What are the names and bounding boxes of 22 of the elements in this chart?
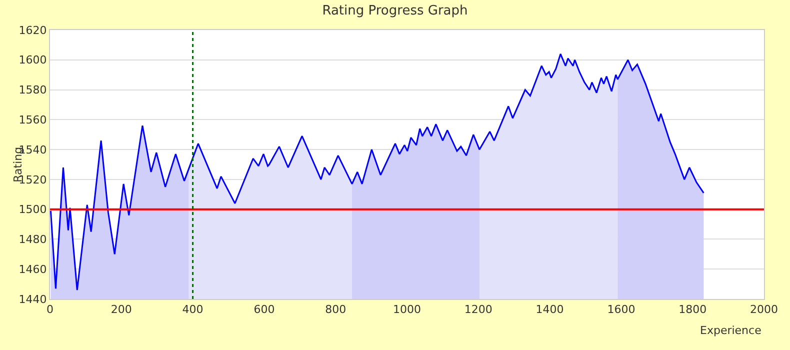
x-tick-label: 1800 <box>678 303 707 316</box>
x-tick-label: 200 <box>110 303 132 316</box>
x-tick-label: 800 <box>325 303 346 316</box>
y-tick-label: 1600 <box>18 54 47 67</box>
chart-title: Rating Progress Graph <box>322 3 468 18</box>
x-tick-label: 1000 <box>393 303 421 316</box>
x-tick-label: 0 <box>46 303 54 316</box>
x-tick-label: 2000 <box>750 303 778 316</box>
y-tick-label: 1500 <box>18 203 47 216</box>
x-tick-label: 1600 <box>607 303 636 316</box>
y-tick-label: 1480 <box>18 233 47 246</box>
x-tick-label: 1200 <box>464 303 492 316</box>
y-tick-label: 1580 <box>18 84 47 97</box>
y-tick-label: 1460 <box>18 262 47 276</box>
x-tick-label: 600 <box>254 303 275 316</box>
y-tick-label: 1620 <box>18 24 47 37</box>
line-series <box>50 53 704 291</box>
x-tick-label: 1400 <box>536 303 564 316</box>
y-tick-label: 1560 <box>18 114 47 127</box>
y-tick-label: 1440 <box>18 292 47 306</box>
x-axis-title: Experience <box>700 324 762 337</box>
x-tick-label: 400 <box>182 303 204 316</box>
